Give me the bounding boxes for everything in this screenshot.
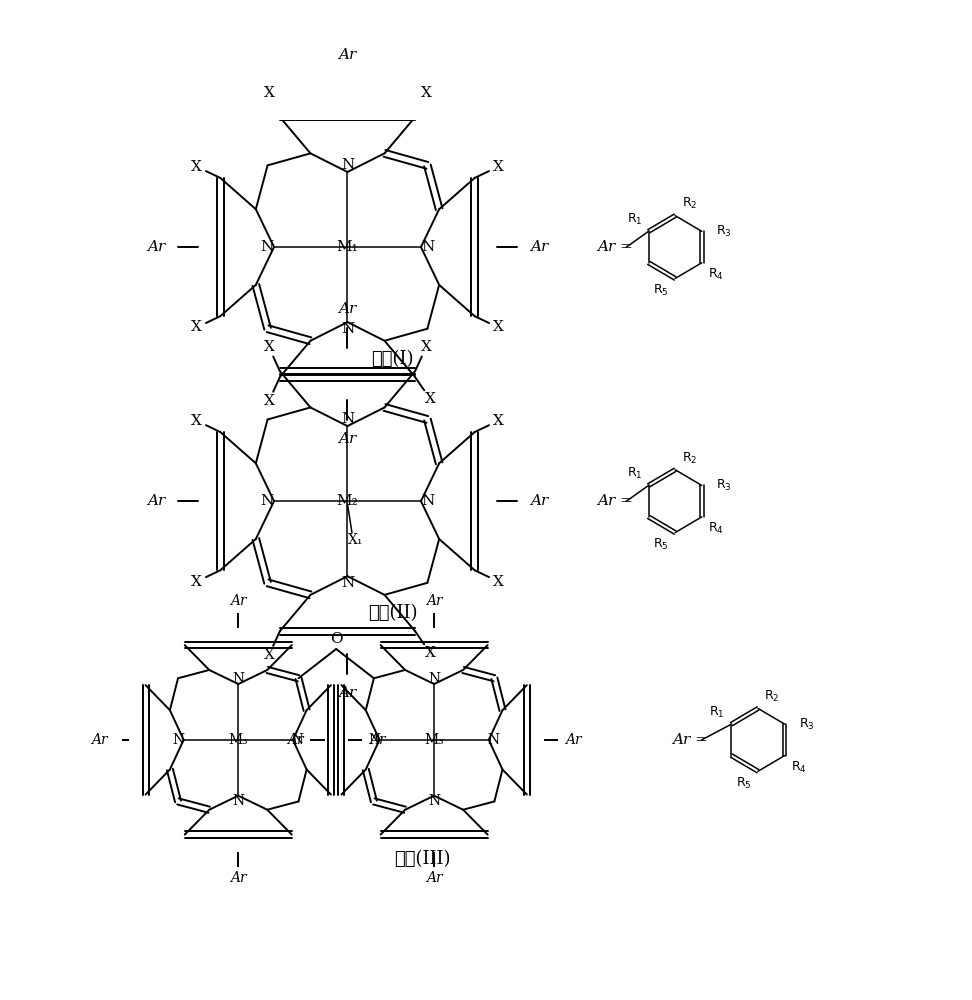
- Text: Ar =: Ar =: [597, 494, 633, 508]
- Text: Ar: Ar: [369, 733, 386, 747]
- Text: X: X: [493, 160, 503, 174]
- Text: R$_3$: R$_3$: [716, 224, 732, 239]
- Text: R$_4$: R$_4$: [709, 267, 724, 282]
- Text: R$_2$: R$_2$: [681, 450, 697, 466]
- Text: N: N: [292, 733, 303, 747]
- Text: N: N: [341, 412, 354, 426]
- Text: Ar: Ar: [230, 594, 247, 608]
- Text: 通式(III): 通式(III): [395, 850, 451, 868]
- Text: X₁: X₁: [348, 533, 364, 547]
- Text: N: N: [173, 733, 185, 747]
- Text: R$_5$: R$_5$: [736, 775, 751, 791]
- Text: Ar: Ar: [338, 686, 357, 700]
- Text: 通式(I): 通式(I): [371, 350, 414, 368]
- Text: Ar: Ar: [426, 594, 442, 608]
- Text: R$_3$: R$_3$: [799, 717, 815, 732]
- Text: N: N: [428, 672, 440, 686]
- Text: X: X: [263, 394, 274, 408]
- Text: R$_4$: R$_4$: [709, 521, 724, 536]
- Text: O: O: [330, 632, 342, 646]
- Text: R$_2$: R$_2$: [681, 196, 697, 211]
- Text: X: X: [425, 392, 435, 406]
- Text: Ar: Ar: [338, 432, 357, 446]
- Text: R$_3$: R$_3$: [716, 478, 732, 493]
- Text: Ar: Ar: [147, 494, 165, 508]
- Text: R$_4$: R$_4$: [791, 760, 807, 775]
- Text: Ar: Ar: [426, 871, 442, 885]
- Text: M₂: M₂: [336, 494, 359, 508]
- Text: N: N: [341, 158, 354, 172]
- Text: N: N: [341, 576, 354, 590]
- Text: N: N: [341, 322, 354, 336]
- Text: Ar =: Ar =: [597, 240, 633, 254]
- Text: N: N: [421, 494, 434, 508]
- Text: R$_2$: R$_2$: [764, 689, 780, 704]
- Text: Ar: Ar: [565, 733, 581, 747]
- Text: Ar: Ar: [338, 48, 357, 62]
- Text: 通式(II): 通式(II): [368, 604, 417, 622]
- Text: X: X: [191, 414, 202, 428]
- Text: R$_5$: R$_5$: [653, 537, 669, 552]
- Text: R$_1$: R$_1$: [710, 705, 725, 720]
- Text: X: X: [263, 86, 274, 100]
- Text: X: X: [263, 648, 274, 662]
- Text: N: N: [260, 240, 274, 254]
- Text: Ar: Ar: [530, 240, 548, 254]
- Text: Ar =: Ar =: [673, 733, 709, 747]
- Text: M₁: M₁: [336, 240, 359, 254]
- Text: X: X: [191, 320, 202, 334]
- Text: X: X: [493, 575, 503, 589]
- Text: X: X: [493, 414, 503, 428]
- Text: X: X: [421, 86, 432, 100]
- Text: X: X: [421, 340, 432, 354]
- Text: R$_1$: R$_1$: [627, 466, 642, 481]
- Text: Ar: Ar: [530, 494, 548, 508]
- Text: X: X: [425, 646, 435, 660]
- Text: N: N: [232, 672, 244, 686]
- Text: R$_5$: R$_5$: [653, 283, 669, 298]
- Text: Ar: Ar: [90, 733, 107, 747]
- Text: N: N: [368, 733, 381, 747]
- Text: X: X: [191, 575, 202, 589]
- Text: Ar: Ar: [230, 871, 247, 885]
- Text: X: X: [191, 160, 202, 174]
- Text: Ar: Ar: [338, 302, 357, 316]
- Text: M₃: M₃: [228, 733, 248, 747]
- Text: N: N: [428, 794, 440, 808]
- Text: R$_1$: R$_1$: [627, 212, 642, 227]
- Text: X: X: [263, 340, 274, 354]
- Text: Ar: Ar: [287, 733, 303, 747]
- Text: N: N: [260, 494, 274, 508]
- Text: M₃: M₃: [425, 733, 444, 747]
- Text: N: N: [488, 733, 500, 747]
- Text: N: N: [232, 794, 244, 808]
- Text: X: X: [493, 320, 503, 334]
- Text: N: N: [421, 240, 434, 254]
- Text: Ar: Ar: [147, 240, 165, 254]
